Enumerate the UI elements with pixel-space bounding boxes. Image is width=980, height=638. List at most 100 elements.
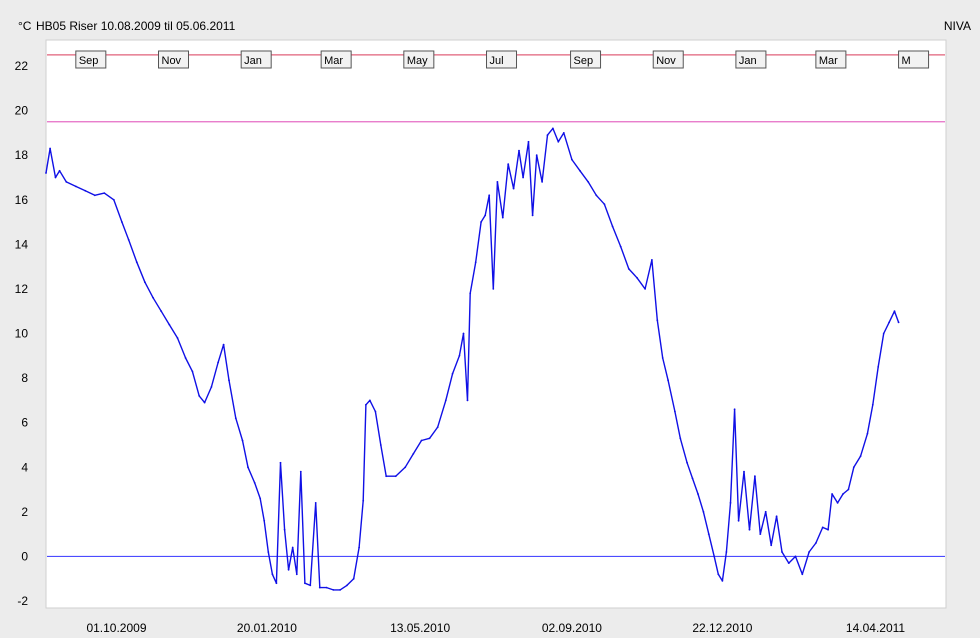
month-marker-box: [652, 50, 684, 69]
data-point: [271, 573, 274, 576]
data-point: [451, 372, 454, 375]
data-point: [541, 181, 543, 183]
chart-title: HB05 Riser 10.08.2009 til 05.06.2011: [36, 19, 236, 33]
data-point: [469, 292, 472, 295]
data-point: [352, 577, 355, 580]
data-point: [531, 214, 534, 217]
data-point: [546, 134, 549, 137]
data-point: [552, 127, 554, 130]
y-tick-label: 20: [15, 104, 29, 118]
data-point: [318, 586, 321, 589]
data-point: [74, 185, 77, 188]
data-point: [557, 140, 560, 143]
data-point: [877, 366, 880, 368]
month-marker: Jan: [240, 50, 272, 69]
data-point: [379, 444, 382, 446]
x-tick-label: 22.12.2010: [692, 621, 752, 635]
data-point: [84, 189, 87, 192]
data-point: [781, 551, 783, 553]
y-tick-label: 16: [15, 193, 29, 207]
data-point: [93, 194, 96, 197]
data-point: [488, 194, 491, 197]
data-point: [667, 379, 669, 382]
data-point: [253, 482, 256, 484]
data-point: [404, 466, 407, 469]
data-point: [444, 399, 447, 402]
month-marker-box: [735, 50, 767, 69]
data-point: [535, 154, 538, 157]
y-tick-label: 12: [15, 282, 29, 296]
month-marker: Nov: [652, 50, 684, 69]
data-point: [743, 470, 745, 473]
data-point: [176, 337, 179, 339]
source-label: NIVA: [944, 19, 971, 33]
data-point: [661, 357, 664, 359]
x-tick-label: 02.09.2010: [542, 621, 602, 635]
month-marker-label: M: [902, 55, 911, 67]
data-point: [717, 573, 720, 576]
month-marker-box: [570, 50, 602, 69]
month-marker: Sep: [570, 50, 602, 69]
data-point: [103, 192, 106, 195]
data-point: [135, 261, 138, 264]
data-point: [394, 475, 397, 478]
data-point: [831, 493, 833, 495]
data-point: [713, 555, 716, 558]
data-point: [362, 499, 365, 502]
month-marker-label: Sep: [79, 55, 99, 67]
data-point: [198, 395, 201, 397]
data-point: [259, 497, 262, 500]
data-point: [507, 163, 510, 166]
data-point: [859, 455, 862, 457]
data-point: [595, 194, 598, 197]
month-marker: Sep: [75, 50, 107, 69]
data-point: [836, 502, 839, 504]
data-point: [754, 475, 756, 478]
x-tick-label: 14.04.2011: [846, 621, 905, 635]
data-point: [45, 172, 47, 174]
data-point: [725, 551, 728, 553]
chart-header: °C HB05 Riser 10.08.2009 til 05.06.2011 …: [18, 19, 971, 33]
data-point: [369, 399, 371, 402]
data-point: [501, 216, 504, 219]
data-point: [474, 261, 477, 264]
data-point: [144, 281, 146, 284]
data-point: [656, 319, 659, 321]
data-point: [385, 475, 388, 478]
month-markers: Sep Nov Jan Mar May Jul Sep Nov Jan Mar M: [75, 50, 930, 69]
data-point: [309, 584, 312, 587]
month-marker-box: [75, 50, 107, 69]
data-point: [184, 357, 187, 359]
x-tick-label: 20.01.2010: [237, 621, 297, 635]
data-point: [562, 132, 565, 134]
data-point: [729, 502, 732, 504]
y-tick-label: 2: [21, 505, 28, 519]
plot-area: [45, 39, 947, 609]
data-point: [611, 225, 614, 228]
data-point: [888, 321, 890, 324]
month-marker: Jan: [735, 50, 767, 69]
data-point: [241, 439, 244, 442]
data-point: [54, 176, 57, 179]
data-point: [644, 288, 646, 290]
data-point: [882, 332, 885, 335]
data-point: [325, 586, 328, 589]
month-marker-box: [240, 50, 272, 69]
data-point: [339, 589, 341, 591]
month-marker: M: [898, 50, 930, 69]
data-point: [65, 181, 68, 183]
data-point: [299, 470, 302, 473]
data-point: [466, 399, 469, 402]
data-point: [247, 466, 249, 469]
data-point: [679, 437, 682, 440]
data-point: [759, 533, 762, 535]
data-point: [512, 187, 515, 190]
data-point: [619, 245, 622, 248]
month-marker: Nov: [158, 50, 189, 69]
data-point: [191, 370, 194, 373]
data-point: [480, 221, 482, 223]
data-point: [651, 259, 653, 261]
month-marker-label: Sep: [574, 55, 594, 67]
month-marker: Mar: [320, 50, 352, 69]
